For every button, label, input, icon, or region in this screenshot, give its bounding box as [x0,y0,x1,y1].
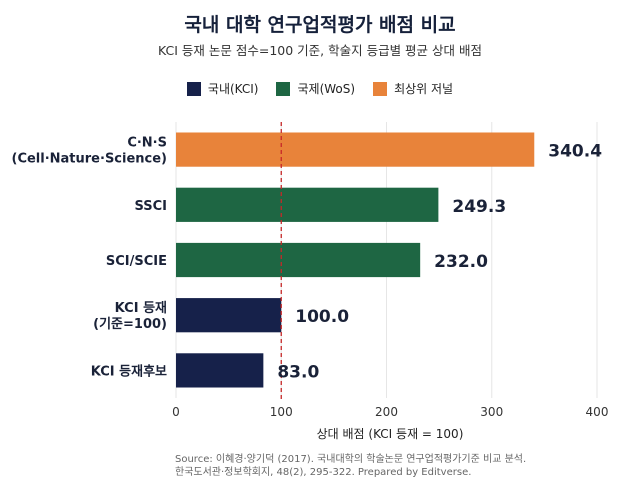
bar [176,187,439,222]
data-label: 249.3 [452,197,506,217]
source-note: Source: 이혜경·양기덕 (2017). 국내대학의 학술논문 연구업적평… [175,453,526,479]
legend: 국내(KCI) 국제(WoS) 최상위 저널 [0,80,640,97]
legend-swatch-international [276,81,291,96]
y-tick-label: SCI/SCIE [106,254,167,269]
legend-swatch-top [373,81,388,96]
legend-label-international: 국제(WoS) [297,82,356,96]
chart-subtitle: KCI 등재 논문 점수=100 기준, 학술지 등급별 평균 상대 배점 [158,43,482,58]
legend-item-international: 국제(WoS) [276,80,355,97]
source-line-1: Source: 이혜경·양기덕 (2017). 국내대학의 학술논문 연구업적평… [175,454,527,465]
x-tick-label: 200 [375,405,398,419]
x-tick-label: 100 [270,405,293,419]
x-tick-label: 400 [586,405,609,419]
value-labels: 340.4 249.3 232.0 100.0 83.0 [277,142,602,383]
y-tick-label: (Cell·Nature·Science) [12,152,168,167]
data-label: 100.0 [295,307,349,327]
source-line-2: 한국도서관·정보학회지, 48(2), 295-322. Prepared by… [175,467,472,478]
legend-item-top: 최상위 저널 [373,80,453,97]
data-label: 340.4 [548,142,602,162]
bar [176,132,535,167]
y-tick-label: SSCI [134,199,167,214]
data-label: 83.0 [277,362,319,382]
y-tick-label: KCI 등재 [115,301,167,316]
y-tick-label: KCI 등재후보 [91,363,167,379]
y-tick-label: C·N·S [127,136,167,151]
x-axis-label: 상대 배점 (KCI 등재 = 100) [317,427,464,441]
x-tick-label: 0 [172,405,180,419]
x-tick-label: 300 [480,405,503,419]
x-axis-ticks: 0 100 200 300 400 [172,405,608,419]
y-axis-labels: C·N·S(Cell·Nature·Science) SSCI SCI/SCIE KC… [12,136,168,380]
data-label: 232.0 [434,252,488,272]
bars [176,132,535,388]
legend-swatch-domestic [186,81,201,96]
legend-label-domestic: 국내(KCI) [207,82,259,96]
legend-item-domestic: 국내(KCI) [186,80,259,97]
bar [176,353,264,388]
y-tick-label: (기준=100) [93,317,167,332]
bar [176,298,282,333]
chart-title: 국내 대학 연구업적평가 배점 비교 [184,14,456,36]
bar [176,242,421,278]
legend-label-top: 최상위 저널 [394,82,454,96]
